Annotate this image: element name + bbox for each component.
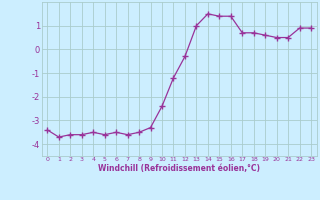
X-axis label: Windchill (Refroidissement éolien,°C): Windchill (Refroidissement éolien,°C): [98, 164, 260, 173]
